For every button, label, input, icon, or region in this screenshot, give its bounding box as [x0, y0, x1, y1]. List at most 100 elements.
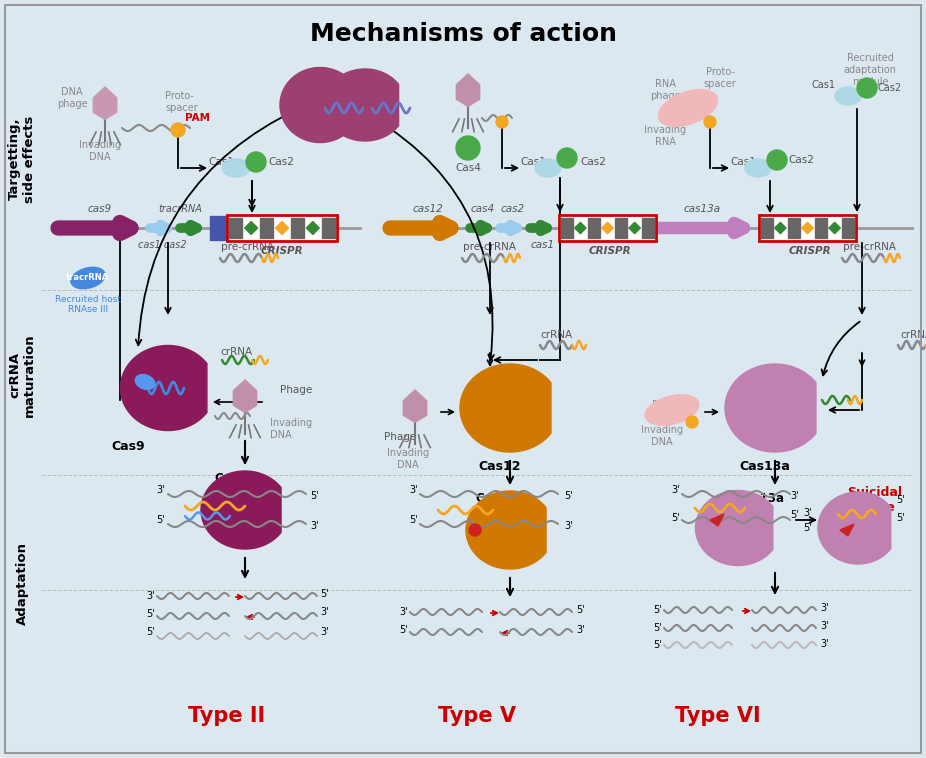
- Text: Cas4: Cas4: [455, 163, 481, 173]
- Text: Invading
DNA: Invading DNA: [270, 418, 312, 440]
- Ellipse shape: [745, 159, 771, 177]
- Text: 3': 3': [671, 485, 680, 495]
- Polygon shape: [775, 222, 786, 233]
- Text: Cas9: Cas9: [214, 472, 246, 485]
- Text: pre-crRNA: pre-crRNA: [844, 242, 896, 252]
- Bar: [788, 218, 800, 238]
- Polygon shape: [280, 67, 353, 143]
- Polygon shape: [466, 491, 546, 569]
- Ellipse shape: [222, 159, 250, 177]
- Text: 5': 5': [653, 605, 662, 615]
- Polygon shape: [457, 74, 480, 106]
- Text: Cas1: Cas1: [520, 157, 545, 167]
- Text: 3': 3': [803, 508, 811, 518]
- Text: Mechanisms of action: Mechanisms of action: [309, 22, 617, 46]
- Circle shape: [767, 150, 787, 170]
- Text: Type II: Type II: [188, 706, 266, 726]
- Text: 3': 3': [409, 485, 418, 495]
- Text: 5': 5': [896, 513, 905, 523]
- Text: cas1: cas1: [531, 240, 555, 250]
- Text: tracrRNA: tracrRNA: [158, 204, 202, 214]
- Text: Targetting,
side effects: Targetting, side effects: [8, 115, 36, 203]
- Text: crRNA: crRNA: [540, 330, 572, 340]
- Text: Suicidal
mode: Suicidal mode: [847, 486, 903, 514]
- Text: CRISPR: CRISPR: [261, 246, 304, 256]
- Text: Invading
DNA: Invading DNA: [79, 140, 121, 161]
- Ellipse shape: [535, 159, 561, 177]
- Text: DNA
phage: DNA phage: [56, 87, 87, 109]
- Text: 3': 3': [310, 521, 319, 531]
- Text: 5': 5': [671, 513, 680, 523]
- Text: cas9: cas9: [88, 204, 112, 214]
- Ellipse shape: [645, 395, 699, 425]
- Text: RNA
phage: RNA phage: [650, 79, 681, 101]
- Text: CRISPR: CRISPR: [789, 246, 832, 256]
- Text: crRNA: crRNA: [220, 347, 252, 357]
- Ellipse shape: [835, 87, 861, 105]
- Text: Cas13a: Cas13a: [740, 460, 791, 473]
- Polygon shape: [829, 222, 840, 233]
- Text: Invading
RNA: Invading RNA: [644, 125, 686, 146]
- Polygon shape: [840, 524, 854, 536]
- Bar: [210, 216, 226, 240]
- Bar: [561, 218, 572, 238]
- Text: Phage: Phage: [384, 432, 416, 442]
- Polygon shape: [94, 87, 117, 120]
- Text: Cas2: Cas2: [268, 157, 294, 167]
- Polygon shape: [276, 221, 289, 234]
- Text: cas4: cas4: [471, 204, 495, 214]
- Circle shape: [469, 524, 481, 536]
- Text: Cas12: Cas12: [479, 460, 521, 473]
- Text: 3': 3': [820, 621, 829, 631]
- Circle shape: [496, 116, 508, 128]
- Circle shape: [246, 152, 266, 172]
- Polygon shape: [818, 492, 891, 564]
- Text: pre-crRNA: pre-crRNA: [221, 242, 274, 252]
- Text: 5': 5': [564, 491, 573, 501]
- Text: crRNA: crRNA: [900, 330, 926, 340]
- Text: Recruited host
RNAse III: Recruited host RNAse III: [55, 295, 121, 315]
- Polygon shape: [575, 222, 586, 233]
- FancyBboxPatch shape: [227, 215, 337, 241]
- Text: Phage: Phage: [280, 385, 312, 395]
- Circle shape: [686, 416, 698, 428]
- Text: 3': 3': [320, 607, 329, 617]
- Text: 3': 3': [146, 591, 155, 601]
- Bar: [588, 218, 600, 238]
- Circle shape: [557, 148, 577, 168]
- Text: Invading
DNA: Invading DNA: [387, 448, 429, 470]
- Circle shape: [857, 78, 877, 98]
- Polygon shape: [725, 364, 816, 452]
- Text: 3': 3': [576, 625, 584, 635]
- Text: cas12: cas12: [413, 204, 444, 214]
- Text: RNA
phage: RNA phage: [646, 400, 677, 421]
- Text: 5': 5': [653, 640, 662, 650]
- Text: Cas12: Cas12: [475, 492, 515, 505]
- Text: 3': 3': [820, 639, 829, 649]
- Text: Cas1: Cas1: [208, 157, 234, 167]
- Text: 5': 5': [320, 589, 329, 599]
- Text: Recruited
adaptation
module: Recruited adaptation module: [844, 53, 896, 86]
- Polygon shape: [710, 514, 724, 526]
- Ellipse shape: [135, 374, 155, 390]
- Polygon shape: [404, 390, 427, 422]
- Text: 3': 3': [564, 521, 572, 531]
- Polygon shape: [324, 69, 398, 141]
- Text: Proto-
spacer: Proto- spacer: [165, 91, 198, 113]
- Circle shape: [456, 136, 480, 160]
- Text: cas1 cas2: cas1 cas2: [138, 240, 186, 250]
- Polygon shape: [602, 222, 613, 233]
- Text: Cas2: Cas2: [788, 155, 814, 165]
- Circle shape: [171, 123, 185, 137]
- Polygon shape: [120, 346, 206, 431]
- Text: 3': 3': [790, 491, 798, 501]
- Polygon shape: [802, 222, 813, 233]
- Bar: [291, 218, 304, 238]
- Text: 5': 5': [653, 623, 662, 633]
- Text: 5': 5': [146, 609, 155, 619]
- Text: 5': 5': [790, 510, 799, 520]
- Text: Cas1: Cas1: [811, 80, 835, 90]
- Polygon shape: [460, 364, 551, 452]
- Bar: [321, 218, 335, 238]
- Text: pre-crRNA: pre-crRNA: [464, 242, 517, 252]
